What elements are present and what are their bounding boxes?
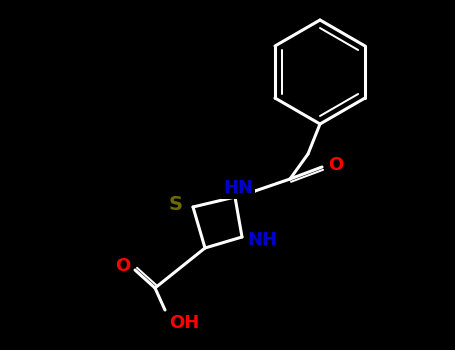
- Text: OH: OH: [169, 314, 199, 332]
- Text: NH: NH: [247, 231, 277, 249]
- Text: HN: HN: [223, 179, 253, 197]
- Text: O: O: [115, 257, 130, 275]
- Text: S: S: [169, 195, 183, 214]
- Text: O: O: [328, 156, 343, 174]
